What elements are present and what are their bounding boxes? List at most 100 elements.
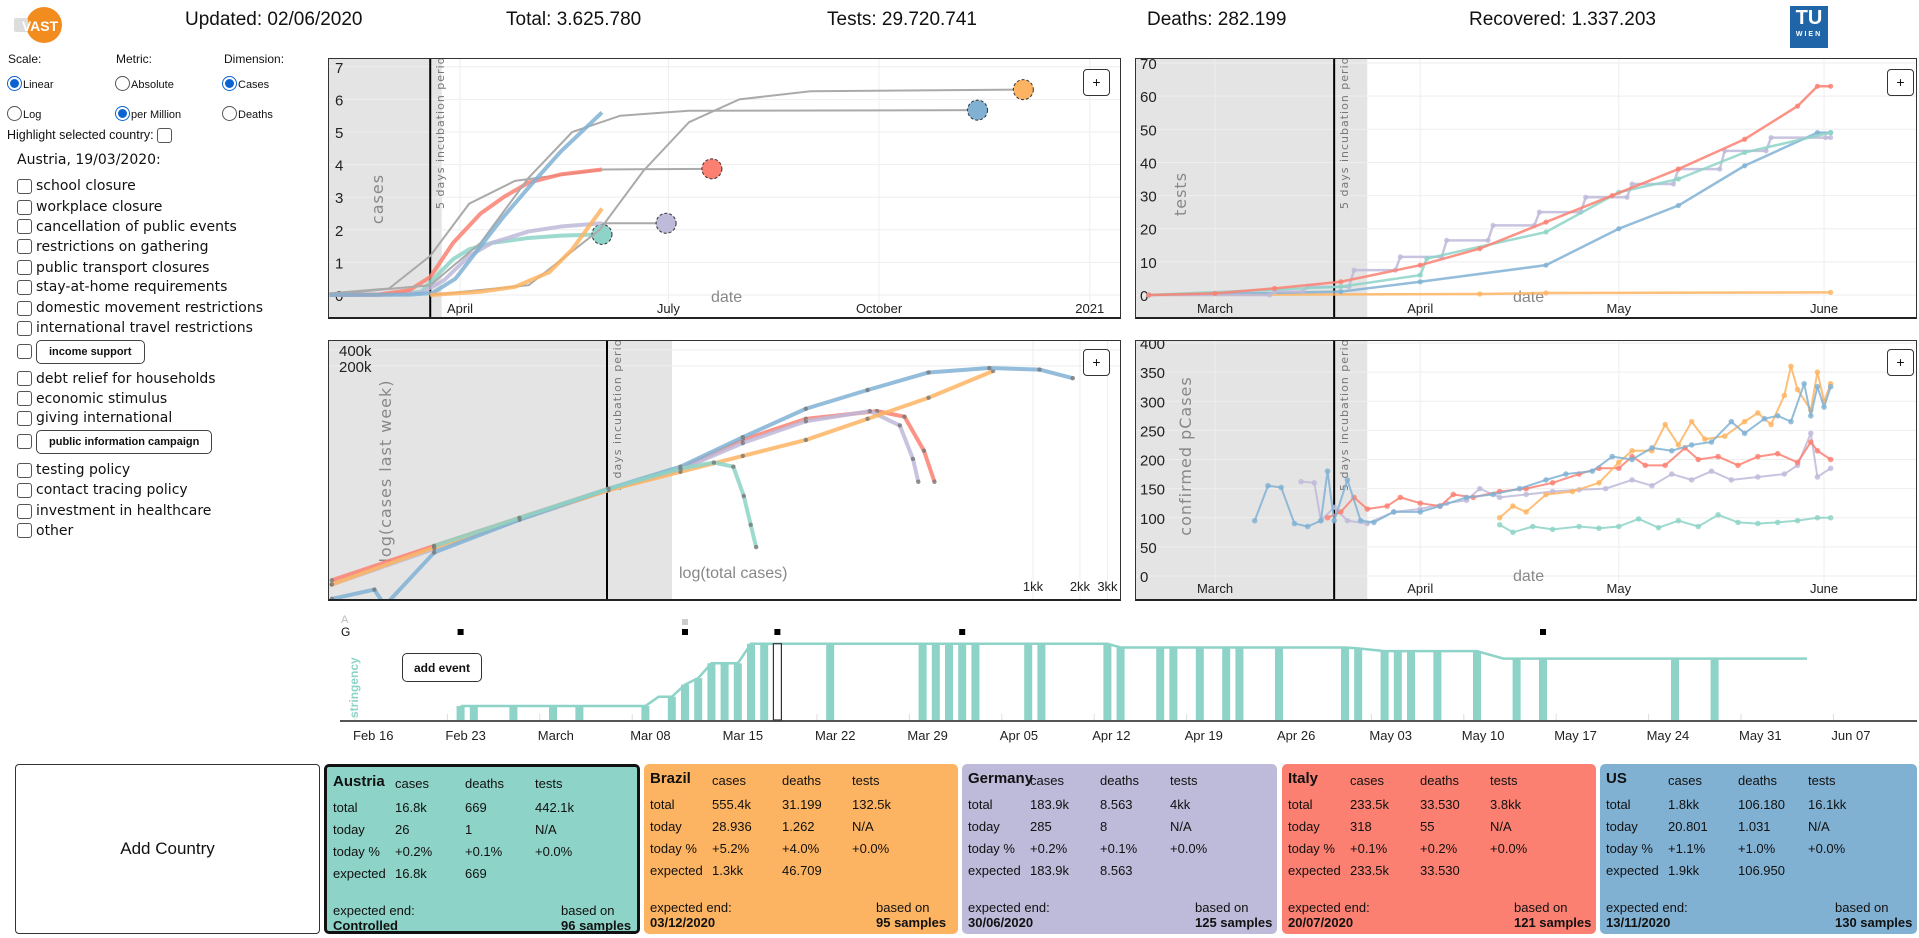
radio-icon[interactable] [115,76,130,91]
measure-item[interactable]: giving international [17,408,172,428]
expand-chart-button[interactable]: + [1083,69,1110,96]
cases-over-time-chart[interactable]: 0 1 2 3 4 5 6 7 April July October 2021 5 days incub… [328,58,1121,319]
data-point [1668,471,1675,477]
data-point [1616,465,1622,472]
data-point [1266,292,1273,298]
expand-chart-button[interactable]: + [1887,69,1914,96]
data-point [1808,413,1814,419]
measure-item[interactable]: cancellation of public events [17,217,237,237]
event-bar [1393,651,1402,720]
data-point [1596,480,1602,486]
dimension-deaths-radio[interactable]: Deaths [222,106,273,121]
measure-item[interactable]: domestic movement restrictions [17,298,263,318]
radio-icon[interactable] [7,76,22,91]
measure-item[interactable]: economic stimulus [17,389,167,409]
measure-checkbox[interactable] [17,523,32,539]
measure-checkbox[interactable] [17,410,32,426]
radio-icon[interactable] [222,106,237,121]
country-card-austria[interactable]: Austria cases deaths tests total 16.8k 669 442.… [324,764,640,934]
measure-checkbox[interactable] [17,482,32,498]
cell-value: 1.262 [782,819,815,834]
measure-checkbox[interactable] [17,178,32,194]
data-point [1629,181,1635,187]
cell-value: +0.0% [1170,841,1208,856]
measure-checkbox[interactable] [17,260,32,276]
metric-absolute-radio[interactable]: Absolute [115,76,174,91]
measure-checkbox[interactable] [17,344,32,360]
cell-value: 26 [395,822,410,837]
row-label: today % [1606,841,1653,856]
measure-checkbox[interactable] [17,199,32,215]
tests-over-time-chart[interactable]: 0 10 20 30 40 50 60 70 March April May June 5 days i… [1135,58,1917,319]
measure-item[interactable]: income support [17,339,145,364]
country-card-brazil[interactable]: Brazil cases deaths tests total 555.4k 31.199 1… [644,764,958,934]
measure-item[interactable]: investment in healthcare [17,501,211,521]
add-event-button[interactable]: add event [402,653,482,682]
data-point [1424,255,1430,262]
measure-item[interactable]: stay-at-home requirements [17,277,227,297]
measure-checkbox[interactable] [17,462,32,478]
country-card-us[interactable]: US cases deaths tests total 1.8kk 106.180 16.1k… [1600,764,1917,934]
country-card-germany[interactable]: Germany cases deaths tests total 183.9k 8.563 4… [962,764,1277,934]
confirmed-pcases-chart[interactable]: 0 50 100 150 200 250 300 350 400 March April May Jun… [1135,340,1917,601]
add-country-button[interactable]: Add Country [15,764,320,934]
radio-icon[interactable] [115,106,130,121]
measure-checkbox[interactable] [17,371,32,387]
series-line-austria [1499,513,1831,534]
data-point [1338,284,1344,290]
measure-item[interactable]: debt relief for households [17,369,216,389]
row-label: expected [650,863,703,878]
highlight-checkbox[interactable] [157,128,173,144]
measure-checkbox[interactable] [17,503,32,519]
data-point [1477,246,1483,252]
data-point [329,582,335,587]
data-point [867,408,873,414]
row-label: total [650,797,675,812]
data-point [1808,439,1814,445]
data-point [1543,219,1549,225]
data-point [1324,514,1331,521]
measure-item[interactable]: school closure [17,176,136,196]
measure-checkbox[interactable] [17,219,32,235]
metric-per-million-radio[interactable]: per Million [115,106,181,121]
measure-item[interactable]: contact tracing policy [17,480,188,500]
event-bar [707,663,716,720]
data-point [329,578,335,583]
data-point [431,543,437,549]
expand-chart-button[interactable]: + [1083,349,1110,376]
highlight-country-toggle[interactable]: Highlight selected country: [7,128,173,144]
scale-linear-radio[interactable]: Linear [7,76,54,91]
stringency-timeline[interactable]: Feb 16 Feb 23 March Mar 08 Mar 15 Mar 22 Mar 2… [0,612,1919,752]
data-point [1675,176,1681,182]
measure-checkbox[interactable] [17,434,32,450]
data-point [1662,462,1668,469]
data-point [1390,509,1397,515]
expand-chart-button[interactable]: + [1887,349,1914,376]
radio-icon[interactable] [7,106,22,121]
measure-checkbox[interactable] [17,320,32,336]
measure-checkbox[interactable] [17,279,32,295]
measure-checkbox[interactable] [17,239,32,255]
measure-item[interactable]: public transport closures [17,258,209,278]
measure-item[interactable]: other [17,521,73,541]
country-card-italy[interactable]: Italy cases deaths tests total 233.5k 33.530 3.… [1282,764,1596,934]
measure-label: school closure [36,178,136,194]
measure-item[interactable]: restrictions on gathering [17,237,208,257]
data-point [1827,456,1834,463]
measure-item[interactable]: public information campaign [17,429,213,454]
scale-log-radio[interactable]: Log [7,106,41,121]
data-point [1688,442,1695,448]
measure-label: investment in healthcare [36,503,212,520]
dimension-cases-radio[interactable]: Cases [222,76,269,91]
measure-item[interactable]: international travel restrictions [17,318,253,338]
cell-value: +0.2% [1420,841,1458,856]
radio-icon[interactable] [222,76,237,91]
log-cases-trajectory-chart[interactable]: 400k 200k 1kk 2kk 3kk 5 days incubation perio… [328,340,1121,601]
measure-item[interactable]: testing policy [17,460,130,480]
row-label: total [1606,797,1631,812]
data-point [902,414,907,419]
measure-checkbox[interactable] [17,300,32,316]
measure-item[interactable]: workplace closure [17,197,162,217]
measure-checkbox[interactable] [17,391,32,407]
cell-value: +1.0% [1738,841,1776,856]
